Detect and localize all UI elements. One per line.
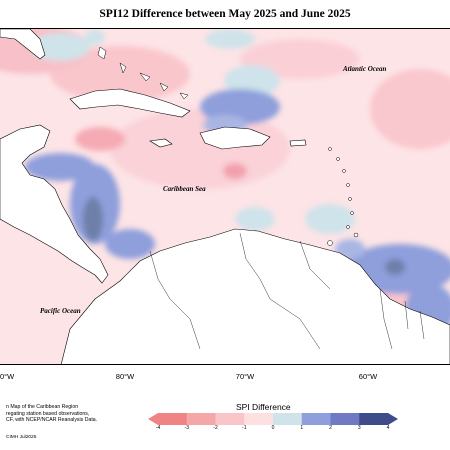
lesser-antilles: [327, 147, 359, 246]
legend-tick-label: 0: [271, 425, 275, 431]
legend-swatch: [359, 413, 389, 425]
legend-tick-label: -1: [242, 425, 247, 431]
hispaniola: [199, 126, 271, 150]
legend-tick-label: -4: [155, 425, 161, 431]
legend-swatch: [330, 413, 360, 425]
atlantic-ocean-label: Atlantic Ocean: [342, 65, 386, 73]
puerto-rico: [289, 139, 307, 147]
florida: [0, 29, 46, 60]
legend-title: SPI Difference: [236, 402, 291, 412]
map-title: SPI12 Difference between May 2025 and Ju…: [99, 8, 351, 20]
x-tick-80w: 80°W: [115, 372, 135, 381]
legend-swatch: [273, 413, 303, 425]
color-legend: [148, 413, 398, 425]
legend-swatch: [186, 413, 216, 425]
map-panel: Atlantic Ocean Caribbean Sea Pacific Oce…: [0, 28, 450, 365]
bahamas: [97, 46, 189, 100]
legend-arrow-high: [388, 413, 398, 425]
caribbean-sea-label: Caribbean Sea: [163, 185, 206, 193]
legend-tick-label: 1: [300, 425, 304, 431]
central-america-landmass: [0, 124, 109, 284]
note-line: regating station based observations,: [6, 410, 90, 417]
pacific-ocean-label: Pacific Ocean: [40, 307, 81, 315]
legend-tick-label: 4: [386, 425, 390, 431]
legend-swatch: [215, 413, 245, 425]
credit-text: CIMH Jul2025: [6, 435, 37, 440]
x-tick-60w: 60°W: [358, 372, 378, 381]
south-america-landmass: [60, 228, 450, 364]
x-tick-90w: 90°W: [0, 372, 15, 381]
legend-tick-label: -3: [184, 425, 189, 431]
legend-tick-label: 2: [329, 425, 332, 431]
note-line: n Map of the Caribbean Region: [6, 404, 79, 410]
map-notes: n Map of the Caribbean Region regating s…: [6, 404, 97, 424]
legend-swatch: [244, 413, 274, 425]
country-borders: [149, 232, 331, 350]
legend-swatch: [158, 413, 188, 425]
legend-tick-label: -2: [213, 425, 218, 431]
map-canvas: Atlantic Ocean Caribbean Sea Pacific Oce…: [0, 29, 450, 364]
jamaica: [149, 138, 173, 148]
x-tick-70w: 70°W: [235, 372, 255, 381]
cuba: [69, 88, 191, 118]
note-line: CF, with NCEP/NCAR Reanalysis Data.: [6, 417, 98, 424]
legend-arrow-low: [148, 413, 158, 425]
guianas-borders: [379, 288, 425, 350]
legend-swatch: [301, 413, 331, 425]
legend-tick-label: 3: [357, 425, 361, 431]
